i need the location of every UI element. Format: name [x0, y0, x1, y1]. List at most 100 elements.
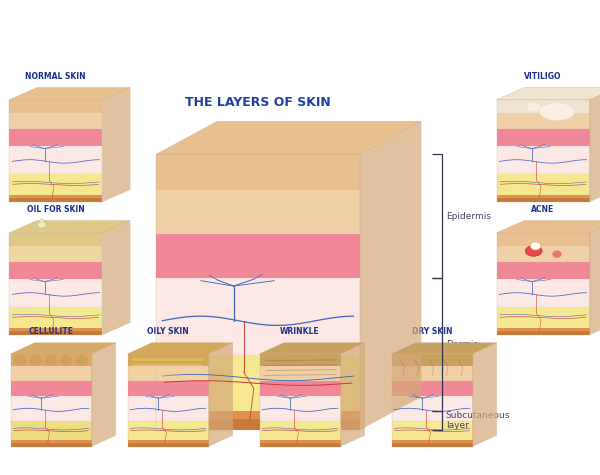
Text: THE LAYERS OF SKIN: THE LAYERS OF SKIN	[185, 96, 331, 109]
Bar	[156, 410, 360, 419]
Bar	[128, 440, 209, 443]
Bar	[10, 279, 102, 307]
Bar	[497, 100, 589, 113]
Ellipse shape	[45, 355, 57, 366]
Bar	[497, 331, 589, 335]
Bar	[392, 421, 473, 440]
Bar	[260, 421, 341, 440]
Ellipse shape	[38, 221, 46, 228]
Bar	[10, 174, 102, 195]
Polygon shape	[102, 220, 130, 335]
Polygon shape	[260, 343, 365, 354]
Polygon shape	[341, 343, 365, 446]
Ellipse shape	[527, 104, 541, 111]
Bar	[156, 419, 360, 430]
Bar	[497, 279, 589, 307]
Bar	[10, 100, 102, 113]
Bar	[497, 174, 589, 195]
Ellipse shape	[29, 355, 41, 366]
Bar	[10, 198, 102, 202]
Bar	[11, 354, 91, 366]
Bar	[392, 354, 473, 366]
Bar	[131, 364, 203, 366]
Ellipse shape	[61, 355, 73, 366]
Bar	[10, 146, 102, 174]
Bar	[131, 369, 203, 371]
Circle shape	[530, 242, 541, 250]
Bar	[260, 381, 341, 396]
Bar	[260, 396, 341, 421]
Bar	[497, 198, 589, 202]
Bar	[497, 233, 589, 246]
Polygon shape	[209, 343, 233, 446]
Bar	[10, 129, 102, 146]
Bar	[156, 278, 360, 355]
Bar	[10, 331, 102, 335]
Bar	[392, 396, 473, 421]
Polygon shape	[128, 343, 233, 354]
Bar	[497, 195, 589, 198]
Text: Subcutaneous
layer: Subcutaneous layer	[446, 410, 510, 430]
Bar	[497, 262, 589, 279]
Bar	[392, 440, 473, 443]
Polygon shape	[10, 87, 130, 100]
Text: Epidermis: Epidermis	[446, 212, 491, 221]
Text: CELLULITE: CELLULITE	[29, 327, 74, 336]
Text: OIL FOR SKIN: OIL FOR SKIN	[27, 205, 85, 214]
Polygon shape	[38, 218, 45, 222]
Text: NORMAL SKIN: NORMAL SKIN	[25, 72, 86, 81]
Bar	[497, 328, 589, 331]
Bar	[497, 129, 589, 146]
Bar	[260, 354, 341, 381]
Bar	[131, 375, 203, 377]
Text: DRY SKIN: DRY SKIN	[412, 327, 452, 336]
Bar	[392, 354, 473, 381]
Bar	[497, 233, 589, 262]
Bar	[131, 359, 203, 361]
Bar	[10, 100, 102, 129]
Bar	[128, 443, 209, 446]
Bar	[10, 328, 102, 331]
Bar	[11, 421, 91, 440]
Bar	[128, 396, 209, 421]
Ellipse shape	[76, 355, 88, 366]
Bar	[10, 233, 102, 262]
Bar	[128, 354, 209, 381]
Polygon shape	[102, 87, 130, 202]
Text: WRINKLE: WRINKLE	[280, 327, 320, 336]
Bar	[128, 421, 209, 440]
Polygon shape	[473, 343, 497, 446]
Bar	[11, 443, 91, 446]
Bar	[11, 440, 91, 443]
Polygon shape	[497, 220, 600, 233]
Ellipse shape	[14, 355, 26, 366]
Text: ACNE: ACNE	[532, 205, 554, 214]
Bar	[392, 381, 473, 396]
Polygon shape	[10, 220, 130, 233]
Bar	[260, 354, 341, 366]
Bar	[11, 396, 91, 421]
Polygon shape	[589, 87, 600, 202]
Text: Dermis: Dermis	[446, 340, 478, 349]
Text: VITILIGO: VITILIGO	[524, 72, 562, 81]
Bar	[156, 355, 360, 410]
Bar	[156, 234, 360, 278]
Bar	[497, 100, 589, 129]
Bar	[497, 307, 589, 328]
Bar	[11, 381, 91, 396]
Ellipse shape	[553, 250, 562, 258]
Bar	[260, 443, 341, 446]
Bar	[10, 195, 102, 198]
Text: OILY SKIN: OILY SKIN	[147, 327, 189, 336]
Polygon shape	[589, 220, 600, 335]
Bar	[10, 233, 102, 246]
Polygon shape	[92, 343, 116, 446]
Polygon shape	[11, 343, 116, 354]
Bar	[156, 154, 360, 234]
Bar	[11, 354, 91, 381]
Ellipse shape	[526, 246, 542, 256]
Bar	[10, 262, 102, 279]
Bar	[392, 443, 473, 446]
Bar	[260, 440, 341, 443]
Bar	[10, 307, 102, 328]
